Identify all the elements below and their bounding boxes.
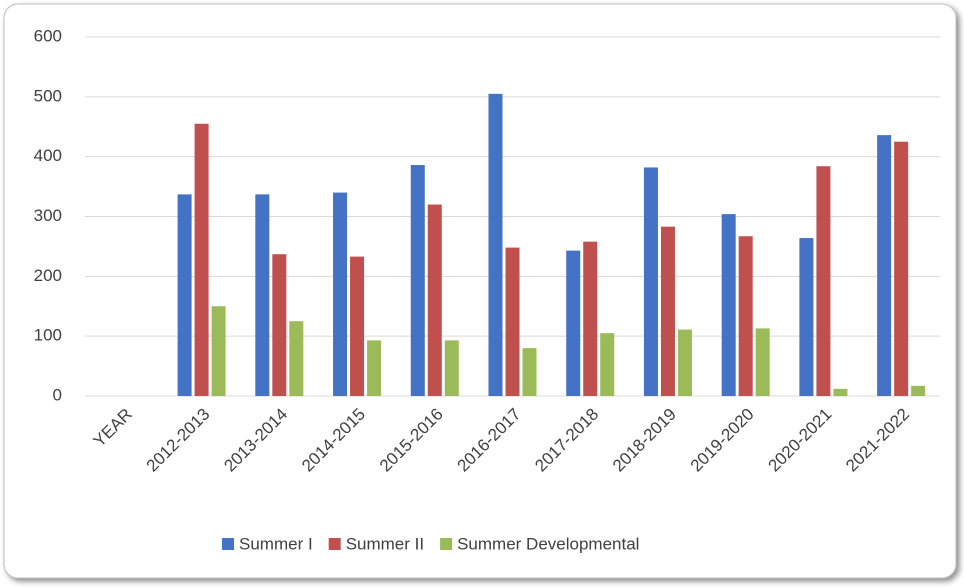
bar [660,226,675,396]
bar [894,141,909,396]
bar [194,123,209,396]
bar [367,340,382,396]
bar [643,167,658,396]
bar [505,247,520,396]
bar [427,204,442,396]
bar [583,241,598,396]
y-tick-label: 100 [34,326,62,345]
bar [272,254,287,396]
bar [177,194,192,396]
chart-frame [3,3,957,579]
bar [911,385,926,396]
bar [755,328,770,396]
bar [211,306,226,396]
bar [255,194,270,396]
bar [488,93,503,396]
bar [833,388,848,396]
bar [333,192,348,396]
bar [350,256,365,396]
legend-swatch [222,538,234,550]
bar [444,340,459,396]
legend-swatch [440,538,453,550]
legend-label: Summer I [239,534,313,553]
legend-label: Summer II [346,534,424,553]
y-tick-label: 200 [34,266,62,285]
y-tick-label: 500 [34,86,62,105]
y-tick-label: 400 [34,146,62,165]
bar [721,214,736,396]
bar [799,238,814,396]
bar [677,329,692,396]
bar [600,333,615,396]
y-tick-label: 600 [34,26,62,45]
y-tick-label: 0 [53,385,62,404]
bar [522,348,537,396]
bar [566,250,581,396]
bar [289,321,304,396]
bar [410,165,425,396]
bar [816,166,831,396]
legend-label: Summer Developmental [457,534,639,553]
legend-swatch [328,538,341,550]
bar [877,135,892,397]
bar [738,236,753,396]
y-tick-label: 300 [34,206,62,225]
